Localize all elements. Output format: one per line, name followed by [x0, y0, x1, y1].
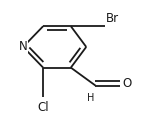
Text: H: H — [87, 93, 95, 103]
Text: O: O — [122, 77, 132, 90]
Text: Cl: Cl — [37, 101, 49, 114]
Text: Br: Br — [106, 12, 119, 25]
Text: N: N — [19, 40, 27, 53]
